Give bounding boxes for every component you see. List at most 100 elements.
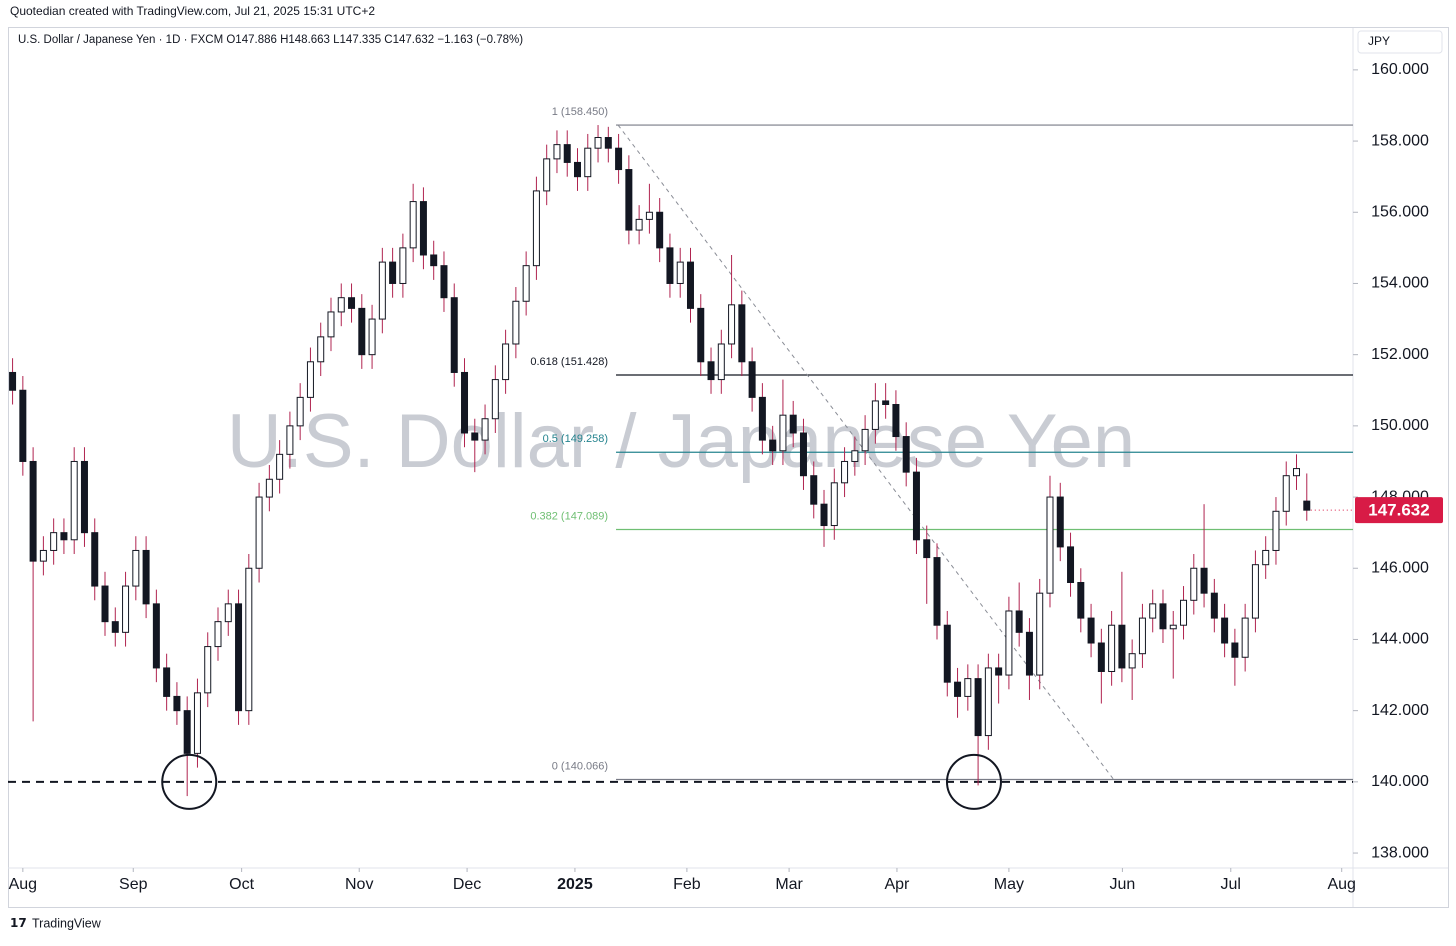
candle-body bbox=[1241, 617, 1249, 658]
candle-body bbox=[9, 371, 17, 391]
candle-body bbox=[122, 585, 130, 633]
trend-line bbox=[617, 124, 1115, 780]
candle-body bbox=[522, 265, 530, 302]
candle-body bbox=[769, 439, 777, 452]
candle-body bbox=[389, 261, 397, 284]
candle-body bbox=[183, 710, 191, 754]
candle-body bbox=[594, 137, 602, 149]
currency: JPY bbox=[1368, 34, 1390, 48]
candle-body bbox=[810, 475, 818, 505]
highlight-circle bbox=[945, 753, 1002, 810]
candle-body bbox=[1251, 564, 1259, 619]
candle-body bbox=[933, 557, 941, 626]
y-tick-label: 160.000 bbox=[1371, 61, 1429, 78]
candle-body bbox=[635, 218, 643, 231]
candle-body bbox=[1056, 496, 1064, 548]
candle-body bbox=[820, 503, 828, 527]
candle-body bbox=[152, 603, 160, 669]
y-tick-label: 154.000 bbox=[1371, 275, 1429, 292]
candle-body bbox=[111, 621, 119, 633]
header: Quotedian created with TradingView.com, … bbox=[10, 4, 375, 18]
candle-body bbox=[255, 496, 263, 569]
candle-body bbox=[29, 460, 37, 562]
candle-body bbox=[892, 404, 900, 438]
candle-body bbox=[902, 436, 910, 473]
candle-body bbox=[861, 428, 869, 452]
candle-body bbox=[645, 211, 653, 220]
candle-body bbox=[306, 361, 314, 398]
logo-mark: 𝟭𝟳 bbox=[10, 916, 27, 930]
candle-body bbox=[60, 532, 68, 541]
candle-body bbox=[440, 265, 448, 299]
fib-label: 0.618 (151.428) bbox=[530, 356, 608, 368]
candle-body bbox=[512, 300, 520, 345]
candle-body bbox=[358, 307, 366, 356]
x-tick-label: Mar bbox=[775, 876, 803, 893]
fib-label: 0.5 (149.258) bbox=[543, 433, 608, 445]
candle-body bbox=[1097, 642, 1105, 672]
candle-body bbox=[882, 400, 890, 406]
candle-body bbox=[173, 695, 181, 712]
candle-body bbox=[1282, 475, 1290, 512]
candle-body bbox=[1210, 592, 1218, 619]
y-tick-label: 142.000 bbox=[1371, 702, 1429, 719]
candle-body bbox=[789, 414, 797, 434]
candle-body bbox=[368, 318, 376, 356]
candle-body bbox=[378, 261, 386, 320]
x-tick-label: Jul bbox=[1221, 876, 1241, 893]
x-tick-label: Dec bbox=[453, 876, 481, 893]
candle-body bbox=[19, 389, 27, 462]
candle-body bbox=[471, 432, 479, 441]
candle-body bbox=[748, 361, 756, 398]
x-tick-label: Aug bbox=[9, 876, 37, 893]
candle-body bbox=[1138, 617, 1146, 655]
candle-body bbox=[101, 585, 109, 623]
watermark: U.S. Dollar / Japanese Yen bbox=[227, 399, 1135, 484]
candle-body bbox=[625, 169, 633, 231]
x-tick-label: Jun bbox=[1110, 876, 1136, 893]
candle-body bbox=[574, 161, 582, 178]
candle-body bbox=[615, 147, 623, 171]
candle-body bbox=[954, 681, 962, 697]
candle-body bbox=[1005, 610, 1013, 676]
candle-body bbox=[265, 478, 273, 498]
x-tick-label: Apr bbox=[884, 876, 910, 893]
y-tick-label: 156.000 bbox=[1371, 203, 1429, 220]
candle-body bbox=[1169, 624, 1177, 630]
candle-body bbox=[871, 400, 879, 430]
y-tick-label: 158.000 bbox=[1371, 132, 1429, 149]
candle-body bbox=[1025, 631, 1033, 676]
candle-body bbox=[337, 297, 345, 313]
candle-body bbox=[738, 304, 746, 363]
candle-body bbox=[604, 137, 612, 149]
candle-body bbox=[1231, 642, 1239, 658]
candle-body bbox=[235, 603, 243, 712]
candle-body bbox=[1221, 617, 1229, 644]
candle-body bbox=[543, 158, 551, 192]
candle-body bbox=[286, 425, 294, 455]
x-tick-label: Oct bbox=[229, 876, 254, 893]
x-tick-label: May bbox=[994, 876, 1024, 893]
candle-body bbox=[584, 147, 592, 178]
candle-body bbox=[409, 201, 417, 249]
candle-body bbox=[70, 460, 78, 541]
candle-body bbox=[532, 190, 540, 267]
candle-body bbox=[450, 297, 458, 373]
candle-body bbox=[204, 646, 212, 694]
candle-body bbox=[80, 460, 88, 534]
candle-body bbox=[91, 532, 99, 587]
candle-body bbox=[851, 450, 859, 462]
candle-body bbox=[1293, 468, 1301, 477]
candle-body bbox=[502, 343, 510, 381]
candle-body bbox=[163, 667, 171, 697]
candle-body bbox=[799, 432, 807, 477]
candle-body bbox=[728, 304, 736, 345]
candle-body bbox=[707, 361, 715, 381]
candle-body bbox=[758, 396, 766, 441]
candle-body bbox=[666, 247, 674, 284]
candle-body bbox=[245, 567, 253, 712]
candle-body bbox=[943, 624, 951, 683]
candle-body bbox=[964, 678, 972, 697]
x-tick-label: Feb bbox=[673, 876, 701, 893]
